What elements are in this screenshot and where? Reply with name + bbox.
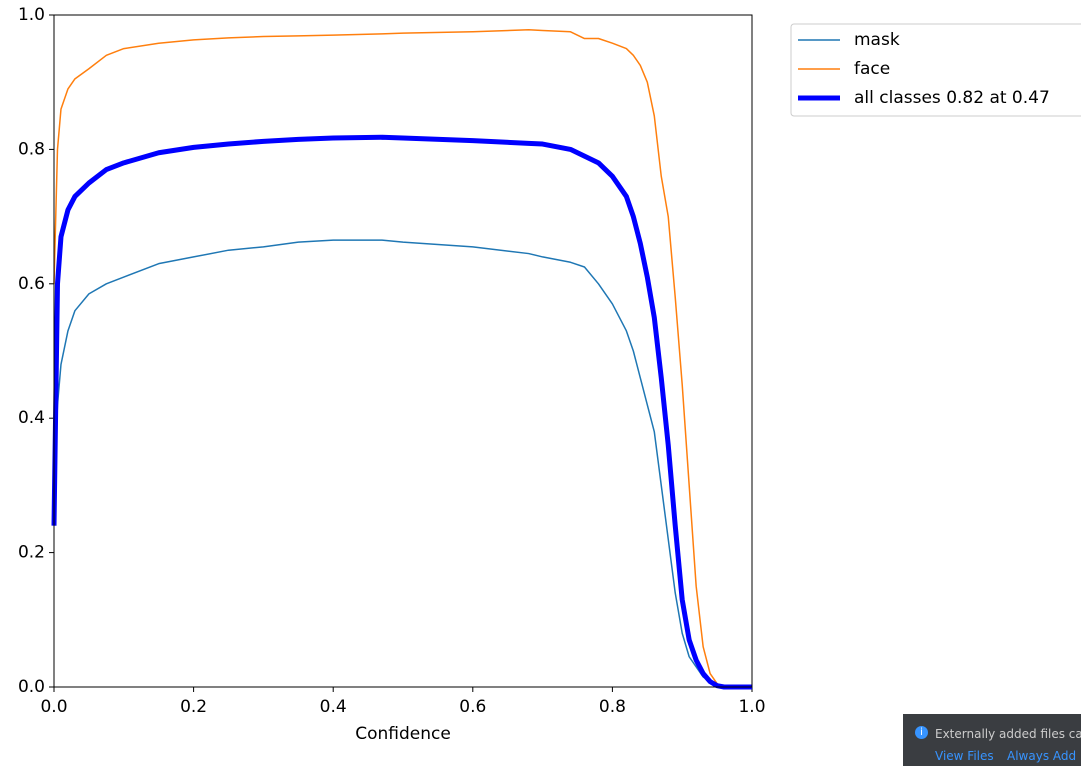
legend-label: mask <box>854 30 900 50</box>
action-button[interactable]: Always Add <box>1007 749 1077 763</box>
x-tick-label: 0.2 <box>180 697 207 717</box>
line-series <box>53 239 752 688</box>
y-tick-label: 0.0 <box>18 677 45 697</box>
x-tick-label: 0.0 <box>40 697 67 717</box>
legend-label: face <box>854 59 890 79</box>
line-series <box>53 29 752 688</box>
line-series <box>51 134 752 690</box>
y-tick-label: 0.4 <box>18 408 45 428</box>
y-tick-label: 1.0 <box>18 5 45 25</box>
notification-message: Externally added files can <box>935 727 1081 741</box>
action-button[interactable]: View Files <box>935 749 994 763</box>
x-tick-label: 1.0 <box>738 697 765 717</box>
x-tick-label: 0.6 <box>459 697 486 717</box>
info-icon: i <box>915 726 928 739</box>
x-axis-label: Confidence <box>355 724 451 744</box>
notification: i Externally added files can View Files … <box>903 714 1081 766</box>
plot-frame <box>53 14 753 688</box>
legend-box <box>790 23 1081 117</box>
x-tick-label: 0.8 <box>599 697 626 717</box>
y-tick-label: 0.8 <box>18 139 45 159</box>
legend-label: all classes 0.82 at 0.47 <box>854 88 1050 108</box>
y-tick-label: 0.6 <box>18 274 45 294</box>
y-tick-label: 0.2 <box>18 543 45 563</box>
x-tick-label: 0.4 <box>320 697 347 717</box>
